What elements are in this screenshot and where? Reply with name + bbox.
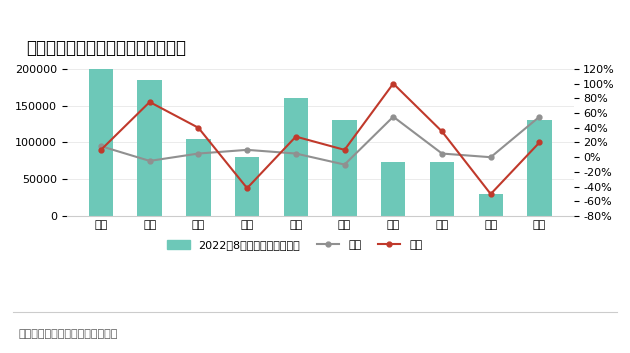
Bar <box>479 194 503 216</box>
Bar <box>333 120 357 216</box>
Bar <box>235 157 260 216</box>
Bar <box>284 98 308 216</box>
Bar <box>381 162 406 216</box>
Bar <box>186 139 210 216</box>
Bar <box>137 80 162 216</box>
Bar <box>430 162 454 216</box>
Bar <box>89 69 113 216</box>
Text: 图：各城市二手房源挂牌量及同环比: 图：各城市二手房源挂牌量及同环比 <box>26 39 186 57</box>
Bar <box>527 120 552 216</box>
Legend: 2022年8月挂牌房源量（套）, 环比, 同比: 2022年8月挂牌房源量（套）, 环比, 同比 <box>163 235 427 255</box>
Text: 数据来源：诸葛找房数据研究中心: 数据来源：诸葛找房数据研究中心 <box>19 329 118 339</box>
